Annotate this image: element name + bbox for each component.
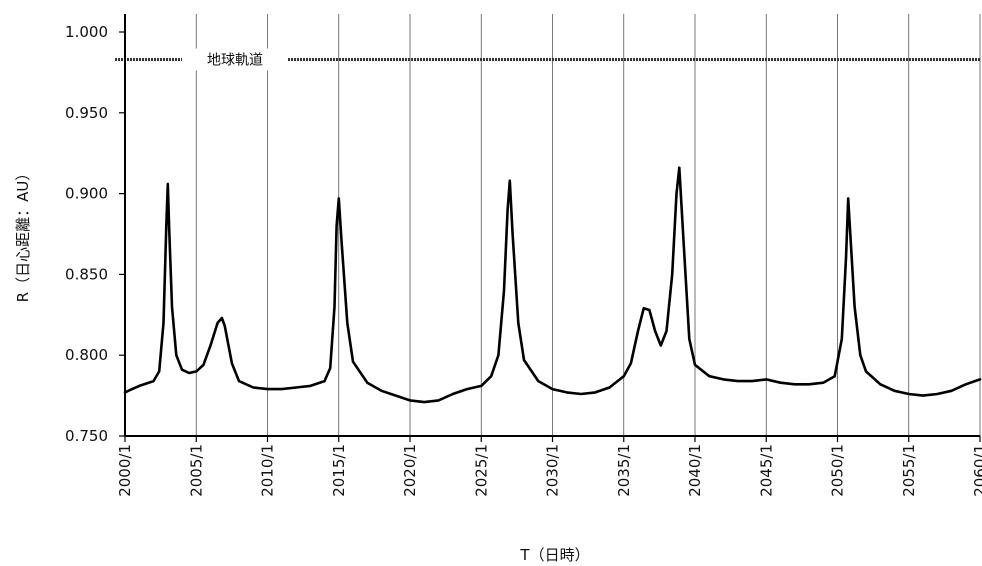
y-tick-label: 0.800 — [65, 346, 108, 364]
y-tick-label: 1.000 — [65, 23, 108, 41]
series-group — [123, 166, 982, 404]
reference-label-bg — [182, 48, 288, 71]
x-tick-label: 2015/1 — [330, 444, 348, 497]
series-line — [123, 166, 982, 404]
y-tick-label: 0.850 — [65, 265, 108, 283]
x-tick-label: 2040/1 — [686, 444, 704, 497]
x-tick-label: 2050/1 — [829, 444, 847, 497]
y-axis-title: R（日心距離：AU） — [14, 166, 32, 303]
x-axis-title: T（日時） — [519, 546, 589, 564]
vertical-gridlines — [195, 14, 981, 436]
x-tick-label: 2030/1 — [544, 444, 562, 497]
x-tick-label: 2025/1 — [472, 444, 490, 497]
reference-line-group: 地球軌道 — [115, 48, 980, 71]
x-tick-labels: 2000/1 2005/1 2010/1 2015/1 2020/1 2025/1 2030… — [116, 436, 982, 497]
y-tick-labels: 1.000 0.950 0.900 0.850 0.800 0.750 — [65, 23, 125, 445]
x-tick-label: 2060/1 — [971, 444, 982, 497]
x-tick-label: 2005/1 — [187, 444, 205, 497]
reference-line-label: 地球軌道 — [207, 52, 263, 68]
x-tick-label: 2020/1 — [401, 444, 419, 497]
x-tick-label: 2035/1 — [615, 444, 633, 497]
x-tick-label: 2000/1 — [116, 444, 134, 497]
x-tick-label: 2045/1 — [757, 444, 775, 497]
x-tick-label: 2055/1 — [900, 444, 918, 497]
y-tick-label: 0.950 — [65, 104, 108, 122]
y-tick-label: 0.750 — [65, 427, 108, 445]
y-tick-label: 0.900 — [65, 185, 108, 203]
x-tick-label: 2010/1 — [259, 444, 277, 497]
